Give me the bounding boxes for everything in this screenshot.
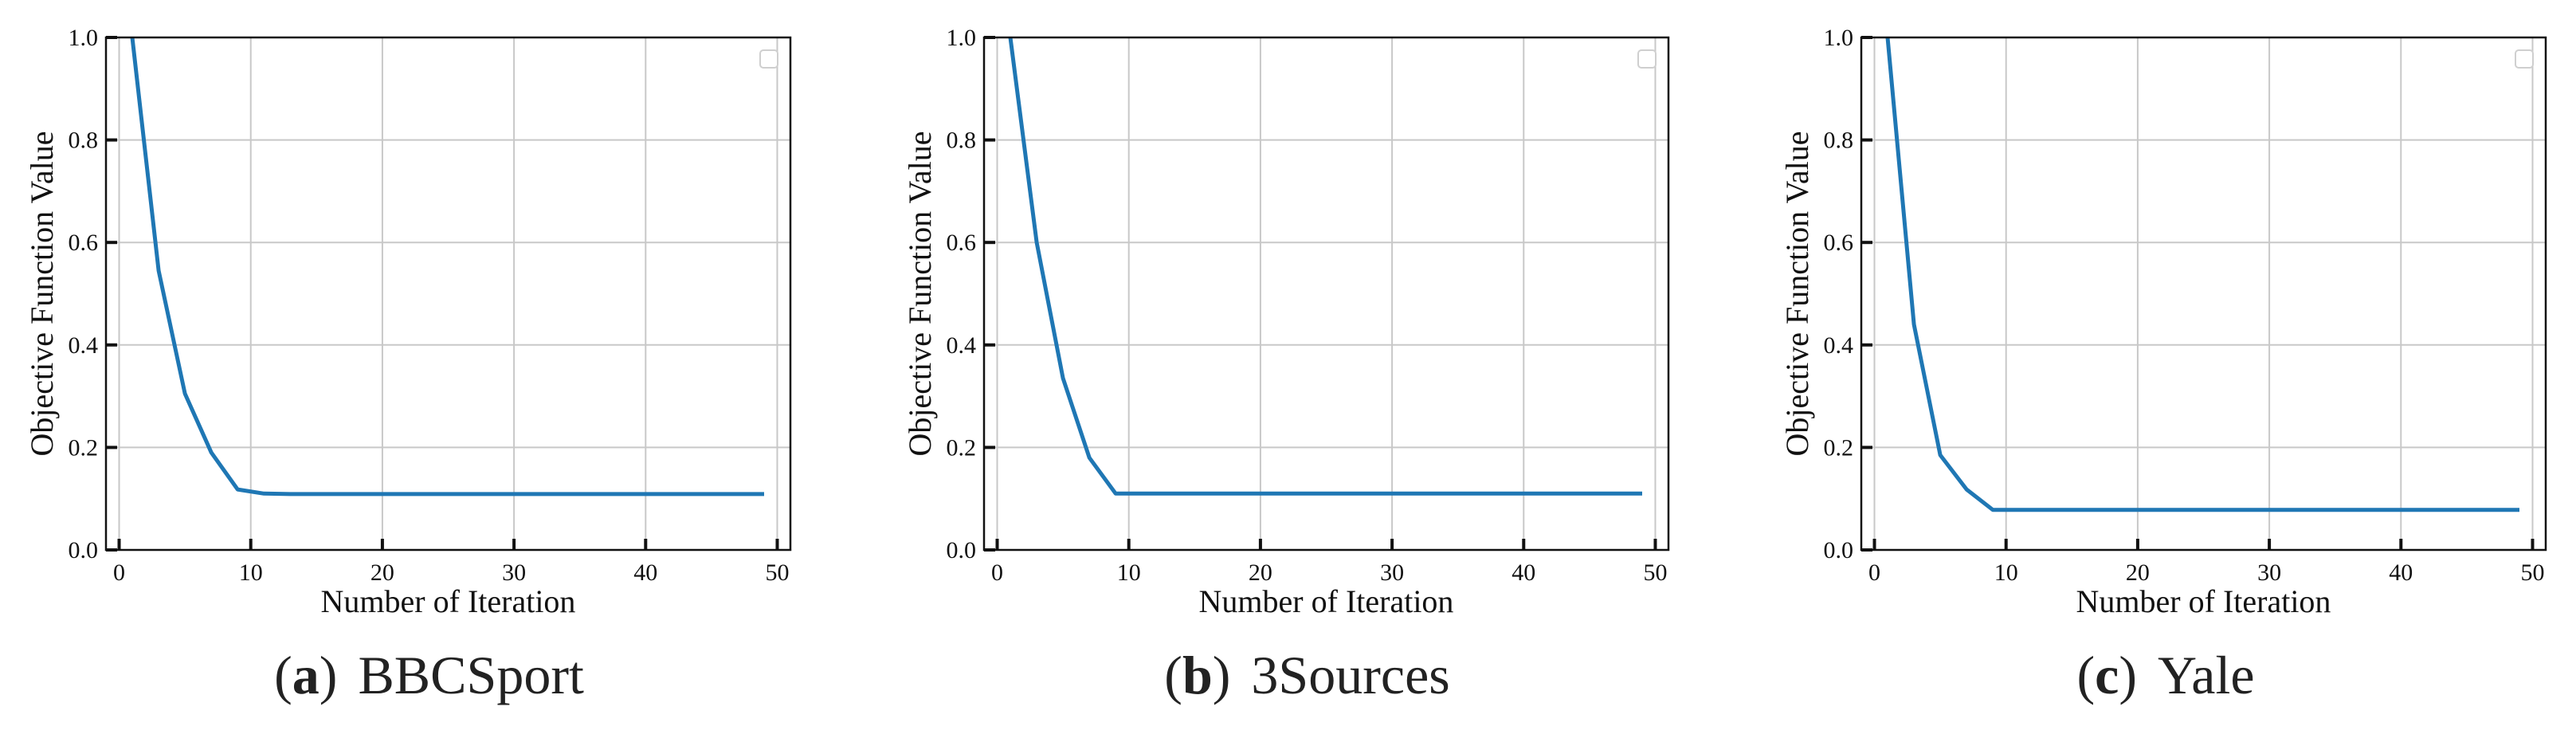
x-tick-label: 20 — [371, 559, 394, 586]
chart-svg-b: 0 10 20 30 40 50 0.0 0.2 0.4 0.6 0.8 1.0 Number of I… — [902, 25, 1670, 619]
x-tick-label: 10 — [239, 559, 263, 586]
legend-box — [759, 49, 778, 69]
y-tick-label: 0.8 — [1824, 128, 1854, 154]
x-tick-label: 0 — [991, 559, 1003, 586]
plot-frame — [104, 36, 792, 552]
y-tick-label: 0.4 — [1824, 332, 1854, 359]
legend-box — [2515, 49, 2534, 69]
y-tick-label: 0.2 — [947, 434, 977, 461]
x-tick-label: 20 — [2126, 559, 2150, 586]
y-tick-label: 0.8 — [947, 128, 977, 154]
chart-svg-c: 0 10 20 30 40 50 0.0 0.2 0.4 0.6 0.8 1.0 Number of I… — [1779, 25, 2547, 619]
y-tick-label: 0.0 — [69, 537, 99, 563]
y-tick-label: 0.0 — [947, 537, 977, 563]
chart-svg-a: 0 10 20 30 40 50 0.0 0.2 0.4 0.6 0.8 1.0 Number of I… — [24, 25, 792, 619]
plot-frame — [1860, 36, 2547, 552]
y-tick-label: 1.0 — [69, 25, 99, 51]
y-tick-label: 0.8 — [69, 128, 99, 154]
caption-name: 3Sources — [1251, 645, 1450, 705]
x-tick-label: 10 — [1994, 559, 2018, 586]
y-tick-label: 0.2 — [1824, 434, 1854, 461]
caption-c: (c) Yale — [2076, 645, 2255, 705]
x-tick-label: 40 — [633, 559, 657, 586]
x-tick-label: 40 — [1511, 559, 1535, 586]
y-tick-label: 0.6 — [69, 230, 99, 256]
x-tick-label: 30 — [502, 559, 526, 586]
caption-name: Yale — [2157, 645, 2255, 705]
y-axis-label: Objective Function Value — [902, 131, 938, 456]
x-axis-label: Number of Iteration — [1199, 583, 1454, 619]
caption-letter: a — [292, 645, 320, 705]
y-tick-label: 0.4 — [947, 332, 977, 359]
chart-panel-b: 0 10 20 30 40 50 0.0 0.2 0.4 0.6 0.8 1.0 Number of I… — [878, 0, 1736, 742]
y-tick-label: 1.0 — [947, 25, 977, 51]
plot-frame — [982, 36, 1670, 552]
y-tick-label: 1.0 — [1824, 25, 1854, 51]
chart-panel-c: 0 10 20 30 40 50 0.0 0.2 0.4 0.6 0.8 1.0 Number of I… — [1755, 0, 2576, 742]
x-tick-label: 30 — [1380, 559, 1404, 586]
series-line — [1008, 37, 1642, 496]
caption-a: (a) BBCSport — [274, 645, 584, 705]
y-tick-label: 0.6 — [947, 230, 977, 256]
y-tick-label: 0.2 — [69, 434, 99, 461]
y-tick-label: 0.0 — [1824, 537, 1854, 563]
y-tick-label: 0.4 — [69, 332, 99, 359]
y-tick-label: 0.6 — [1824, 230, 1854, 256]
x-tick-label: 0 — [113, 559, 125, 586]
caption-letter: b — [1182, 645, 1213, 705]
caption-letter: c — [2095, 645, 2119, 705]
y-axis-label: Objective Function Value — [1779, 131, 1815, 456]
x-axis-label: Number of Iteration — [2076, 583, 2331, 619]
x-tick-label: 50 — [765, 559, 789, 586]
x-tick-label: 30 — [2257, 559, 2281, 586]
caption-b: (b) 3Sources — [1164, 645, 1450, 705]
x-tick-label: 20 — [1249, 559, 1272, 586]
x-axis-label: Number of Iteration — [321, 583, 576, 619]
chart-panel-a: 0 10 20 30 40 50 0.0 0.2 0.4 0.6 0.8 1.0 Number of I… — [0, 0, 858, 742]
caption-name: BBCSport — [358, 645, 584, 705]
series-line — [130, 37, 764, 497]
x-tick-label: 40 — [2389, 559, 2413, 586]
x-tick-label: 50 — [1643, 559, 1667, 586]
y-axis-label: Objective Function Value — [24, 131, 60, 456]
legend-box — [1637, 49, 1657, 69]
x-tick-label: 10 — [1117, 559, 1141, 586]
x-tick-label: 0 — [1868, 559, 1880, 586]
x-tick-label: 50 — [2520, 559, 2544, 586]
series-line — [1885, 37, 2519, 512]
